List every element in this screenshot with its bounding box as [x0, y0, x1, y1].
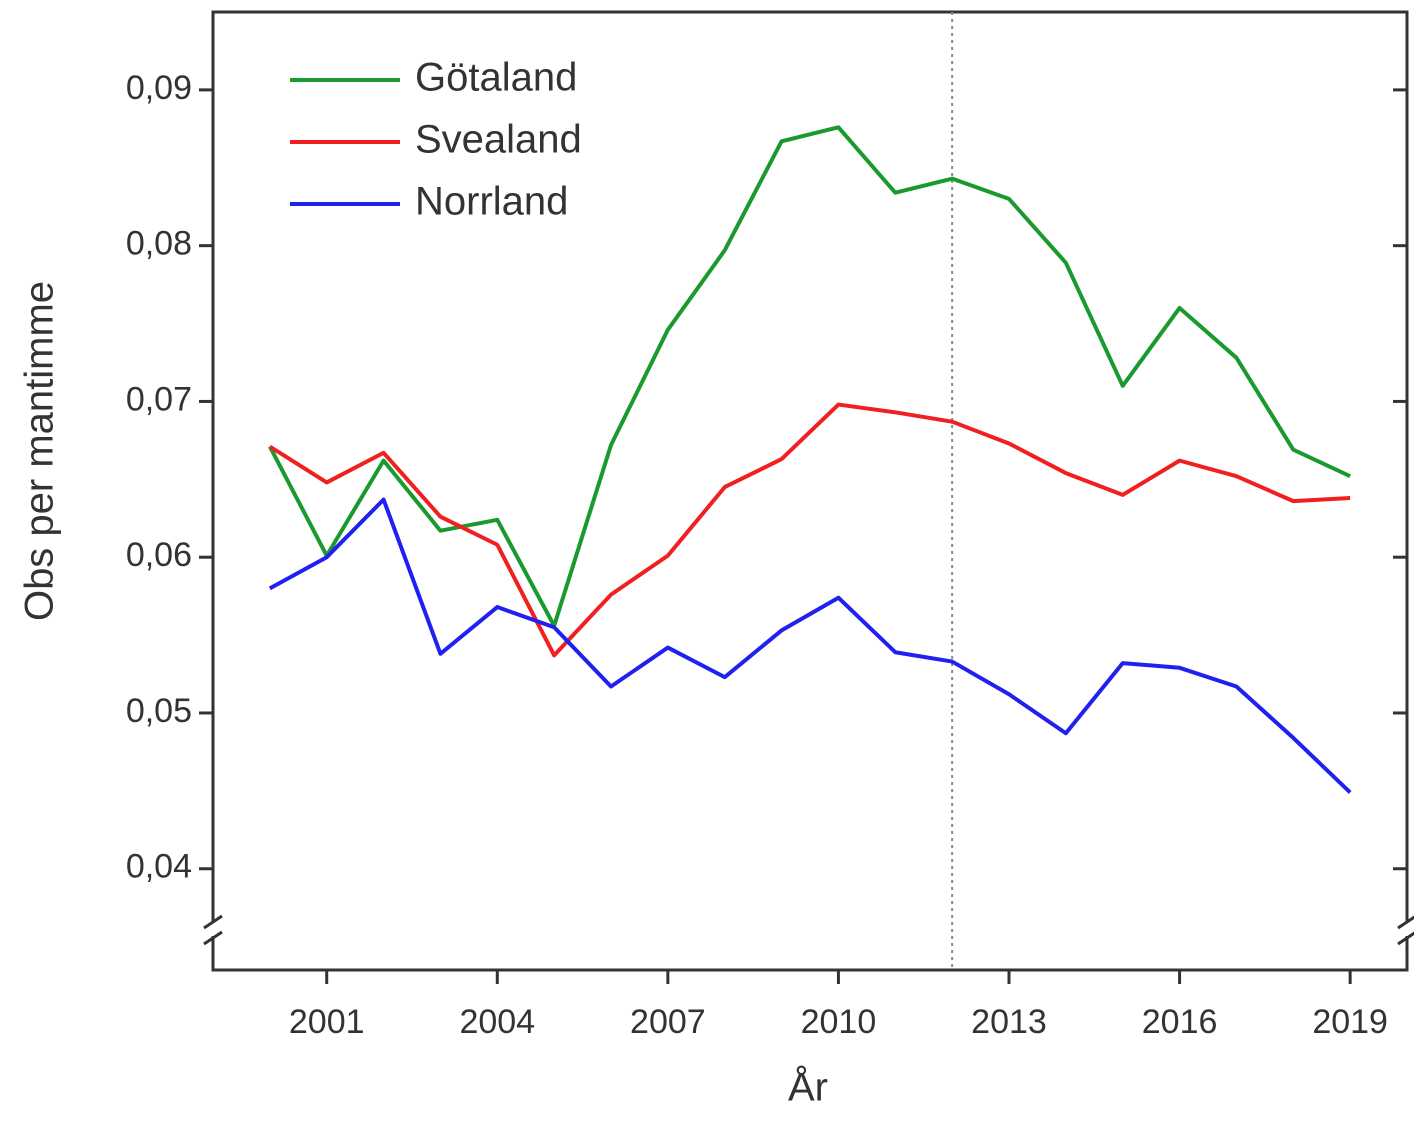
- series-line: [268, 402, 1351, 658]
- series-line: [268, 125, 1351, 628]
- y-tick-label: 0,06: [126, 536, 192, 574]
- y-tick-label: 0,09: [126, 69, 192, 107]
- x-tick-label: 2019: [1312, 1003, 1388, 1041]
- legend-label: Svealand: [415, 118, 582, 162]
- plot-frame: [211, 10, 1409, 972]
- x-tick-label: 2004: [459, 1003, 535, 1041]
- axis-break: [203, 914, 223, 930]
- y-axis-label: Obs per mantimme: [18, 281, 62, 621]
- legend-label: Norrland: [415, 180, 568, 224]
- y-tick-label: 0,07: [126, 380, 192, 418]
- series-line: [268, 497, 1352, 794]
- axis-break: [1397, 931, 1414, 946]
- x-tick-label: 2010: [801, 1003, 877, 1041]
- x-tick-label: 2007: [630, 1003, 706, 1041]
- y-tick-label: 0,05: [126, 692, 192, 730]
- x-tick-label: 2001: [289, 1003, 365, 1041]
- x-axis-label: År: [788, 1065, 828, 1110]
- y-tick-label: 0,08: [126, 225, 192, 263]
- x-tick-label: 2013: [971, 1003, 1047, 1041]
- x-tick-label: 2016: [1142, 1003, 1218, 1041]
- y-tick-label: 0,04: [126, 848, 192, 886]
- axis-break: [1397, 915, 1414, 930]
- axis-break: [203, 930, 223, 946]
- legend-label: Götaland: [415, 56, 577, 100]
